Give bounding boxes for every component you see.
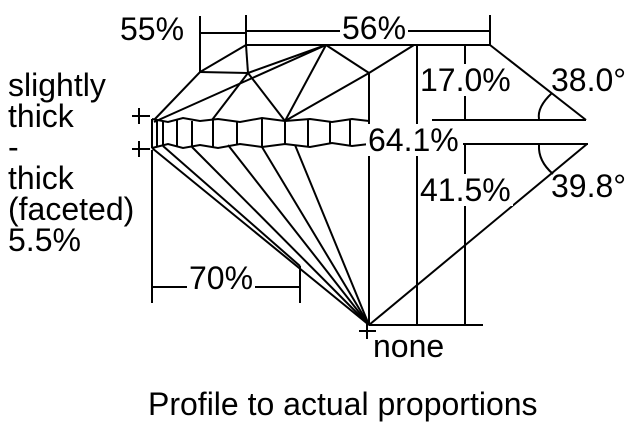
- crown-facets: [153, 44, 415, 325]
- crown-angle-label: 38.0°: [551, 62, 627, 98]
- girdle-band: [151, 116, 370, 150]
- pavilion-angle-label: 39.8°: [551, 168, 627, 204]
- girdle-description-line: 5.5%: [8, 222, 81, 258]
- girdle-description-line: (faceted): [8, 191, 135, 227]
- diamond-outline: [151, 44, 588, 326]
- pavilion-depth-label: 41.5%: [418, 172, 513, 208]
- angle-arcs: [537, 92, 554, 175]
- dimension-lines: [132, 15, 588, 339]
- girdle-description-line: thick: [8, 160, 74, 196]
- lower-girdle-length-label: 70%: [187, 260, 256, 296]
- culet-label: none: [373, 328, 445, 364]
- girdle-description-line: thick: [8, 98, 74, 134]
- pavilion-facets: [162, 144, 370, 326]
- girdle-description: slightly thick - thick (faceted) 5.5%: [8, 67, 135, 258]
- girdle-description-line: -: [8, 129, 19, 165]
- girdle-description-line: slightly: [8, 67, 106, 103]
- total-depth-label: 64.1%: [366, 122, 461, 158]
- crown-height-label: 17.0%: [418, 62, 513, 98]
- diagram-caption: Profile to actual proportions: [148, 386, 538, 422]
- star-length-label: 55%: [120, 11, 185, 47]
- table-size-label: 56%: [340, 10, 409, 46]
